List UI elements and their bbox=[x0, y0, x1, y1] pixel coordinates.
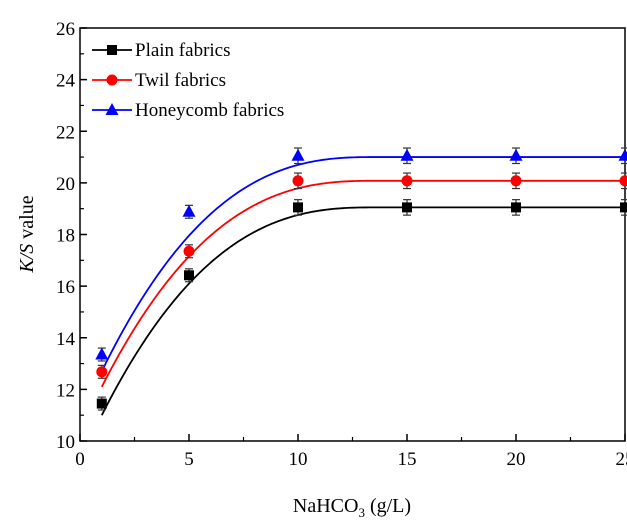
data-point bbox=[400, 148, 414, 161]
y-tick-label: 26 bbox=[56, 19, 75, 40]
fit-lines bbox=[100, 156, 625, 416]
legend-marker bbox=[105, 103, 119, 115]
legend-marker bbox=[106, 74, 118, 86]
y-axis-ticks: 10 12 14 16 18 20 22 24 26 bbox=[56, 19, 87, 453]
data-point bbox=[292, 175, 304, 187]
x-axis-title: NaHCO3 (g/L) bbox=[293, 495, 411, 520]
x-tick-label: 10 bbox=[289, 449, 308, 470]
data-point bbox=[618, 148, 627, 161]
data-point bbox=[620, 202, 627, 213]
data-point bbox=[96, 366, 108, 378]
data-point bbox=[184, 270, 194, 281]
x-tick-label: 5 bbox=[184, 449, 194, 470]
x-axis-ticks: 0 5 10 15 20 25 bbox=[75, 434, 627, 470]
data-point bbox=[511, 202, 521, 213]
x-tick-label: 25 bbox=[616, 449, 627, 470]
legend-label: Plain fabrics bbox=[135, 40, 231, 61]
x-tick-label: 20 bbox=[507, 449, 526, 470]
fit-line-series-1 bbox=[100, 179, 625, 388]
y-tick-label: 24 bbox=[56, 71, 76, 92]
data-point bbox=[510, 175, 522, 187]
legend-marker bbox=[107, 45, 117, 55]
y-tick-label: 16 bbox=[56, 277, 75, 298]
data-point bbox=[183, 245, 195, 257]
legend-label: Honeycomb fabrics bbox=[135, 100, 284, 121]
y-axis-title: K/S value bbox=[16, 195, 38, 273]
y-tick-label: 10 bbox=[56, 432, 75, 453]
fit-line-series-2 bbox=[100, 156, 625, 372]
data-point bbox=[95, 347, 109, 360]
data-point bbox=[619, 175, 627, 187]
error-bars bbox=[97, 147, 627, 411]
data-point bbox=[509, 148, 523, 161]
y-tick-label: 20 bbox=[56, 174, 75, 195]
x-tick-label: 0 bbox=[75, 449, 85, 470]
y-tick-label: 18 bbox=[56, 226, 75, 247]
data-markers bbox=[95, 148, 627, 409]
data-point bbox=[96, 398, 107, 409]
legend-label: Twil fabrics bbox=[135, 70, 226, 91]
legend: Plain fabrics Twil fabrics Honeycomb fabri… bbox=[92, 40, 284, 121]
data-point bbox=[182, 204, 196, 217]
y-tick-label: 14 bbox=[56, 329, 76, 350]
y-tick-label: 12 bbox=[56, 380, 75, 401]
data-point bbox=[401, 175, 413, 187]
data-point bbox=[291, 148, 305, 161]
data-point bbox=[293, 202, 303, 213]
data-point bbox=[402, 202, 412, 213]
y-tick-label: 22 bbox=[56, 122, 75, 143]
x-tick-label: 15 bbox=[398, 449, 417, 470]
fit-line-series-0 bbox=[100, 206, 625, 416]
